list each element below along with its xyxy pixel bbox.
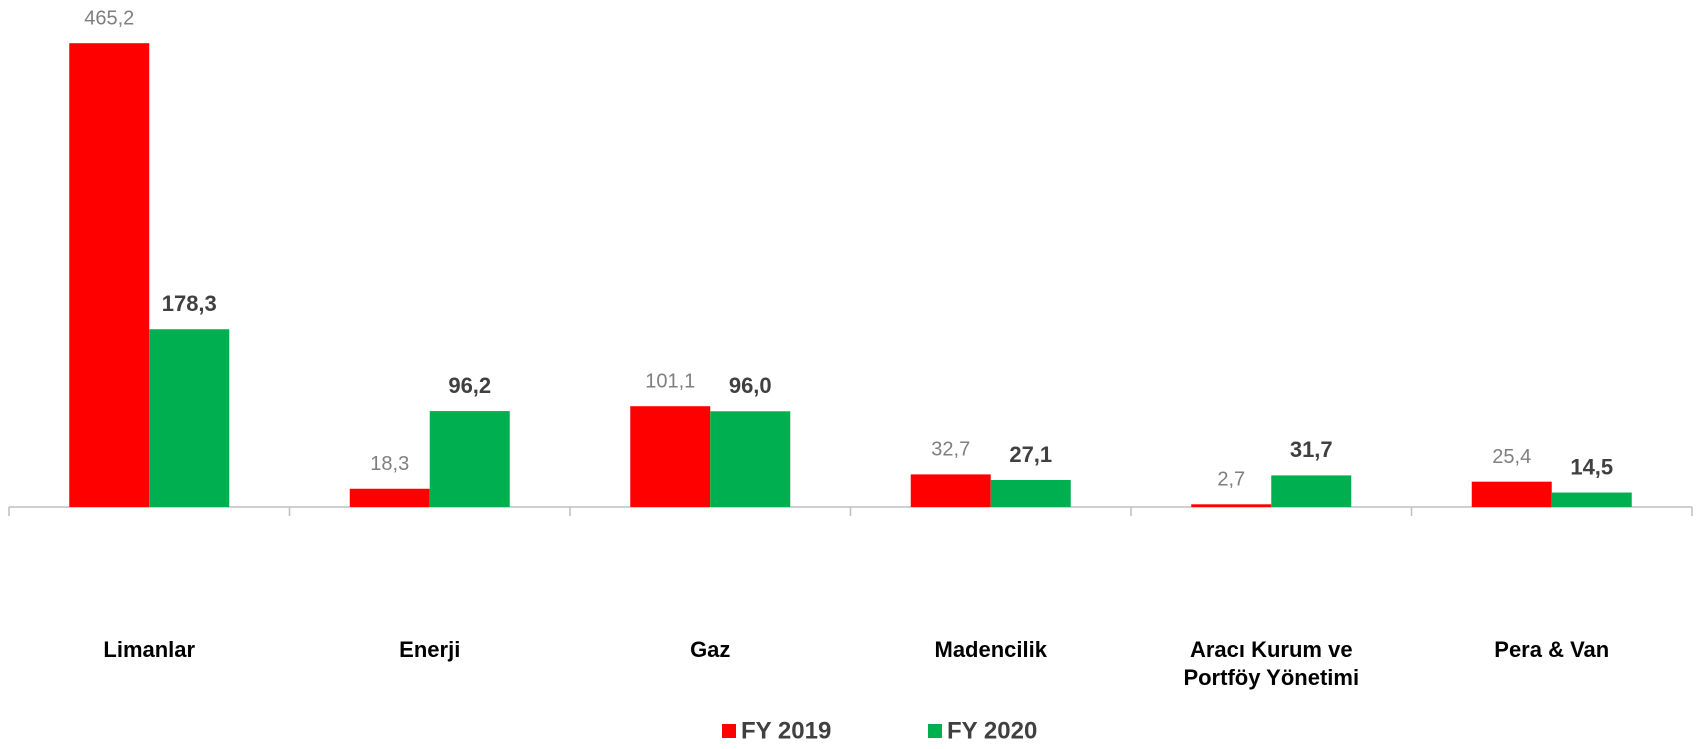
- value-label: 465,2: [84, 7, 134, 29]
- bar: [990, 479, 1071, 507]
- value-label: 25,4: [1492, 446, 1531, 468]
- bar: [1471, 481, 1552, 507]
- legend-label: FY 2019: [741, 717, 831, 744]
- bar: [630, 406, 711, 507]
- bar: [1551, 492, 1632, 507]
- value-label: 96,0: [729, 373, 772, 398]
- bar: [710, 411, 791, 507]
- x-tick-label: Enerji: [399, 637, 461, 662]
- bar: [429, 411, 510, 507]
- bar: [1191, 504, 1272, 507]
- x-tick-label: Pera & Van: [1494, 637, 1610, 662]
- legend-swatch: [928, 724, 942, 738]
- legend-swatch: [722, 724, 736, 738]
- x-tick-label: Madencilik: [934, 637, 1047, 662]
- value-label: 101,1: [645, 370, 695, 392]
- value-label: 2,7: [1217, 469, 1245, 491]
- legend-label: FY 2020: [947, 717, 1037, 744]
- value-label: 96,2: [448, 373, 491, 398]
- value-label: 31,7: [1290, 437, 1333, 462]
- value-label: 18,3: [370, 453, 409, 475]
- value-label: 14,5: [1570, 454, 1613, 479]
- bar: [69, 43, 150, 508]
- value-label: 32,7: [931, 439, 970, 461]
- value-label: 178,3: [162, 291, 217, 316]
- x-tick-label: Limanlar: [103, 637, 196, 662]
- bar: [910, 474, 991, 507]
- bar: [149, 329, 230, 507]
- bar: [1271, 475, 1352, 507]
- x-tick-label: Gaz: [690, 637, 731, 662]
- x-tick-label: Aracı Kurum ve Portföy Yönetimi: [1183, 637, 1360, 690]
- bar: [349, 488, 430, 507]
- value-label: 27,1: [1009, 442, 1052, 467]
